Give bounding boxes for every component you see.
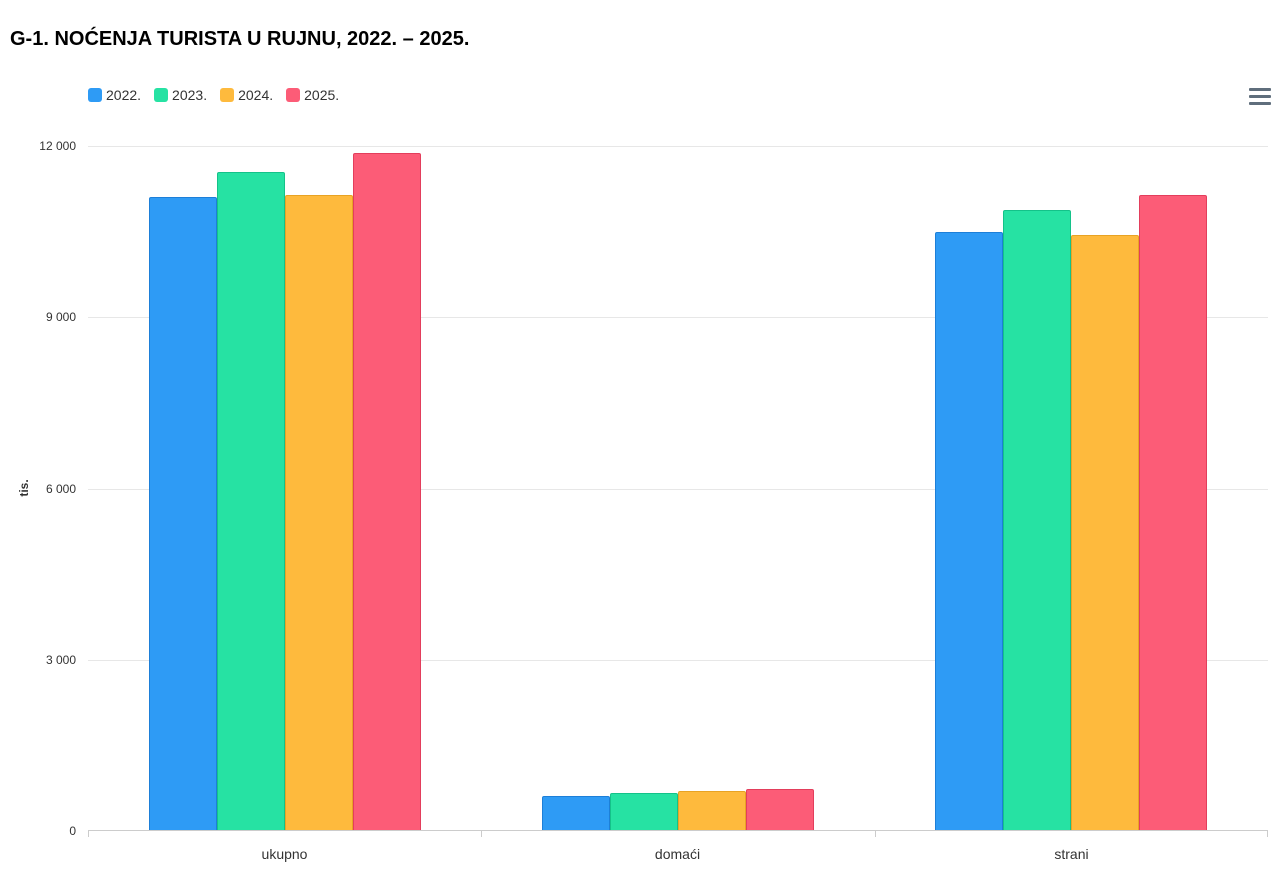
y-tick-label: 6 000 <box>45 482 76 496</box>
bar-strani-2023[interactable] <box>1003 210 1071 831</box>
x-category-label-domaći: domaći <box>654 846 701 862</box>
y-tick-label: 12 000 <box>39 139 76 153</box>
bar-ukupno-2025[interactable] <box>353 153 421 831</box>
plot-area <box>88 146 1268 837</box>
legend-swatch-icon <box>88 88 102 102</box>
bar-domaći-2024[interactable] <box>678 791 746 831</box>
x-axis-tick <box>88 831 89 837</box>
bar-domaći-2025[interactable] <box>746 789 814 831</box>
legend-item-2022[interactable]: 2022. <box>88 87 141 103</box>
x-category-label-ukupno: ukupno <box>261 846 308 862</box>
legend-swatch-icon <box>220 88 235 102</box>
y-tick-label: 0 <box>69 824 76 838</box>
y-tick-label: 3 000 <box>45 653 76 667</box>
legend-item-label: 2023. <box>172 87 208 103</box>
bar-domaći-2023[interactable] <box>610 793 678 831</box>
x-axis-labels: ukupno domaći strani <box>88 846 1268 866</box>
export-menu-button[interactable] <box>1249 88 1271 105</box>
bar-ukupno-2024[interactable] <box>285 195 353 831</box>
hamburger-menu-icon <box>1249 102 1271 105</box>
bar-strani-2025[interactable] <box>1139 195 1207 831</box>
legend-item-label: 2022. <box>106 87 142 103</box>
y-gridline <box>88 146 1268 147</box>
legend-item-2025[interactable]: 2025. <box>286 87 339 103</box>
legend-item-label: 2025. <box>304 87 340 103</box>
bar-ukupno-2022[interactable] <box>149 197 217 831</box>
bar-strani-2024[interactable] <box>1071 235 1139 831</box>
legend-item-2023[interactable]: 2023. <box>154 87 207 103</box>
y-gridline <box>88 489 1268 490</box>
y-gridline <box>88 660 1268 661</box>
legend-item-label: 2024. <box>238 87 274 103</box>
chart-title: G-1. NOĆENJA TURISTA U RUJNU, 2022. – 20… <box>10 28 470 50</box>
hamburger-menu-icon <box>1249 88 1271 91</box>
y-axis-labels: 0 3 000 6 000 9 000 12 000 <box>0 140 76 838</box>
hamburger-menu-icon <box>1249 95 1271 98</box>
y-gridline <box>88 317 1268 318</box>
legend-item-2024[interactable]: 2024. <box>220 87 273 103</box>
y-tick-label: 9 000 <box>45 310 76 324</box>
x-axis-tick <box>481 831 482 837</box>
legend: 2022. 2023. 2024. 2025. <box>88 87 339 103</box>
x-axis-tick <box>875 831 876 837</box>
bar-domaći-2022[interactable] <box>542 796 610 831</box>
bar-ukupno-2023[interactable] <box>217 172 285 831</box>
legend-swatch-icon <box>154 88 169 102</box>
bar-strani-2022[interactable] <box>935 232 1003 831</box>
x-axis-tick <box>1267 831 1268 837</box>
x-axis-line <box>88 830 1268 831</box>
legend-swatch-icon <box>286 88 301 102</box>
x-category-label-strani: strani <box>1054 846 1089 862</box>
